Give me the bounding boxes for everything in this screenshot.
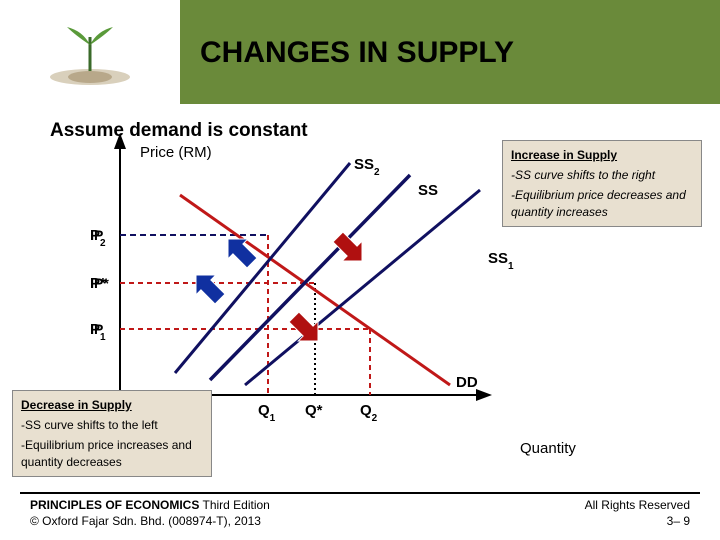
svg-text:P2: P2 — [90, 227, 106, 249]
svg-text:SS2: SS2 — [354, 156, 380, 178]
svg-text:DD: DD — [456, 374, 478, 391]
footer-rights: All Rights Reserved — [585, 498, 690, 512]
callout-increase-line2: -Equilibrium price decreases and quantit… — [511, 187, 693, 219]
footer-edition: Third Edition — [202, 498, 269, 512]
callout-increase: Increase in Supply -SS curve shifts to t… — [502, 140, 702, 227]
footer-page: 3– 9 — [667, 514, 690, 528]
svg-text:P1: P1 — [90, 321, 106, 343]
footer-left: PRINCIPLES OF ECONOMICS Third Edition © … — [30, 498, 270, 529]
svg-text:Q*: Q* — [305, 402, 323, 419]
subtitle: Assume demand is constant — [50, 120, 308, 142]
callout-increase-line1: -SS curve shifts to the right — [511, 167, 693, 183]
footer-divider — [20, 492, 700, 494]
logo-image — [0, 0, 180, 104]
svg-text:Q2: Q2 — [360, 402, 378, 424]
callout-decrease: Decrease in Supply -SS curve shifts to t… — [12, 390, 212, 477]
svg-text:SS1: SS1 — [488, 250, 514, 272]
svg-text:Q1: Q1 — [258, 402, 276, 424]
callout-decrease-line2: -Equilibrium price increases and quantit… — [21, 437, 203, 469]
callout-decrease-title: Decrease in Supply — [21, 397, 203, 413]
callout-increase-title: Increase in Supply — [511, 147, 693, 163]
footer-book: PRINCIPLES OF ECONOMICS — [30, 498, 199, 512]
callout-decrease-line1: -SS curve shifts to the left — [21, 417, 203, 433]
x-axis-label: Quantity — [520, 440, 576, 457]
footer-right: All Rights Reserved 3– 9 — [585, 498, 690, 529]
svg-text:P*: P* — [90, 275, 106, 292]
supply-demand-chart: PP*PDDSS2SSSS1P2P*P1Q1Q*Q2 — [80, 155, 500, 420]
svg-text:SS: SS — [418, 182, 438, 199]
page-title: CHANGES IN SUPPLY — [200, 36, 514, 70]
footer-copyright: © Oxford Fajar Sdn. Bhd. (008974-T), 201… — [30, 514, 261, 528]
